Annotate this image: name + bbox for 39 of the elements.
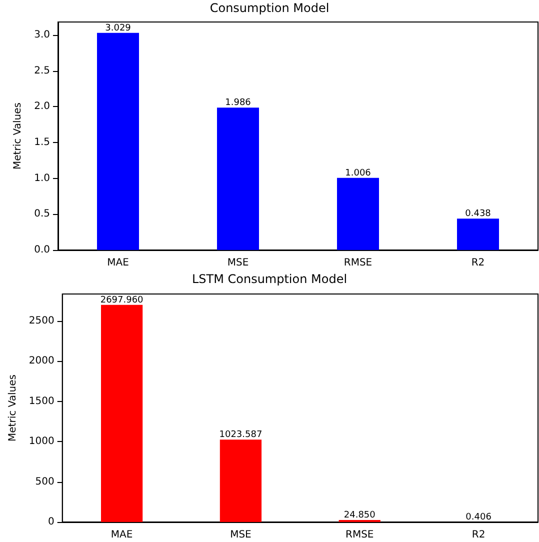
y-tick-label: 0.0	[34, 244, 50, 256]
y-tick-label: 1.0	[34, 172, 50, 184]
x-tick-label: RMSE	[346, 530, 374, 540]
data-label: 1.006	[345, 168, 372, 178]
data-label: 0.406	[466, 512, 492, 522]
y-tick-label: 3.0	[34, 29, 50, 40]
data-label: 1023.587	[219, 430, 262, 440]
y-tick-label: 2.5	[34, 65, 50, 76]
y-tick-label: 0.5	[34, 208, 50, 220]
y-axis-title: Metric Values	[8, 374, 18, 442]
x-tick-label: MSE	[230, 530, 252, 540]
chart-title: LSTM Consumption Model	[192, 272, 348, 286]
bar	[217, 108, 259, 250]
x-tick-label: R2	[471, 258, 485, 268]
x-tick-label: MSE	[227, 258, 249, 268]
data-label: 1.986	[225, 98, 252, 108]
y-axis-title: Metric Values	[12, 102, 24, 170]
data-label: 3.029	[105, 23, 132, 34]
y-tick-label: 1500	[28, 396, 54, 407]
x-tick-label: MAE	[107, 258, 129, 268]
data-label: 2697.960	[100, 295, 144, 306]
bar	[97, 32, 139, 250]
bar	[100, 304, 143, 522]
y-tick-label: 0	[48, 516, 54, 528]
y-tick-label: 1.5	[34, 136, 50, 148]
x-tick-label: MAE	[110, 530, 133, 540]
y-tick-label: 2000	[28, 356, 54, 367]
chart-title: Consumption Model	[210, 1, 330, 15]
bar	[337, 178, 379, 250]
y-tick-label: 2.0	[34, 101, 50, 112]
y-tick-label: 2500	[28, 315, 54, 326]
bar	[457, 218, 499, 250]
bar	[220, 440, 262, 522]
y-tick-label: 500	[35, 476, 54, 488]
x-tick-label: RMSE	[344, 258, 372, 268]
y-tick-label: 1000	[28, 436, 54, 448]
data-label: 24.850	[344, 510, 376, 520]
x-tick-label: R2	[472, 530, 486, 540]
data-label: 0.438	[465, 209, 492, 220]
